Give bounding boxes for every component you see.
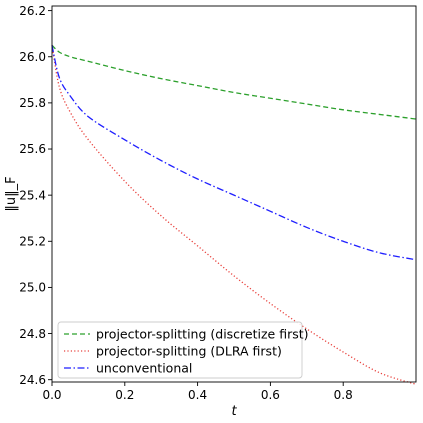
- x-tick-label: 0.4: [188, 388, 207, 402]
- y-tick-label: 26.0: [19, 50, 46, 64]
- legend-label-3: unconventional: [96, 360, 192, 375]
- y-tick-label: 24.8: [19, 327, 46, 341]
- series-line-1: [51, 44, 417, 120]
- x-axis-ticks: 0.0 0.2 0.4 0.6 0.8: [42, 382, 353, 402]
- y-axis-label: ‖u‖_F: [4, 176, 19, 211]
- y-tick-label: 24.6: [19, 373, 46, 387]
- series-line-3: [51, 45, 417, 261]
- y-axis-ticks: 24.6 24.8 25.0 25.2 25.4 25.6 25.8 26.0 26.2: [19, 4, 52, 387]
- x-tick-label: 0.0: [42, 388, 61, 402]
- series-line-2: [51, 45, 417, 385]
- plot-lines: [51, 44, 417, 385]
- y-tick-label: 25.4: [19, 188, 46, 202]
- x-axis-label: t: [231, 404, 237, 419]
- legend: projector-splitting (discretize first) pr…: [57, 321, 309, 379]
- legend-box: [57, 321, 303, 379]
- legend-label-2: projector-splitting (DLRA first): [96, 343, 282, 358]
- y-tick-label: 25.8: [19, 96, 46, 110]
- legend-label-1: projector-splitting (discretize first): [96, 326, 309, 341]
- x-tick-label: 0.6: [261, 388, 280, 402]
- y-tick-label: 26.2: [19, 4, 46, 18]
- x-tick-label: 0.2: [115, 388, 134, 402]
- y-tick-label: 25.6: [19, 142, 46, 156]
- y-tick-label: 25.2: [19, 234, 46, 248]
- x-tick-label: 0.8: [334, 388, 353, 402]
- y-tick-label: 25.0: [19, 281, 46, 295]
- plot-frame: [51, 5, 417, 383]
